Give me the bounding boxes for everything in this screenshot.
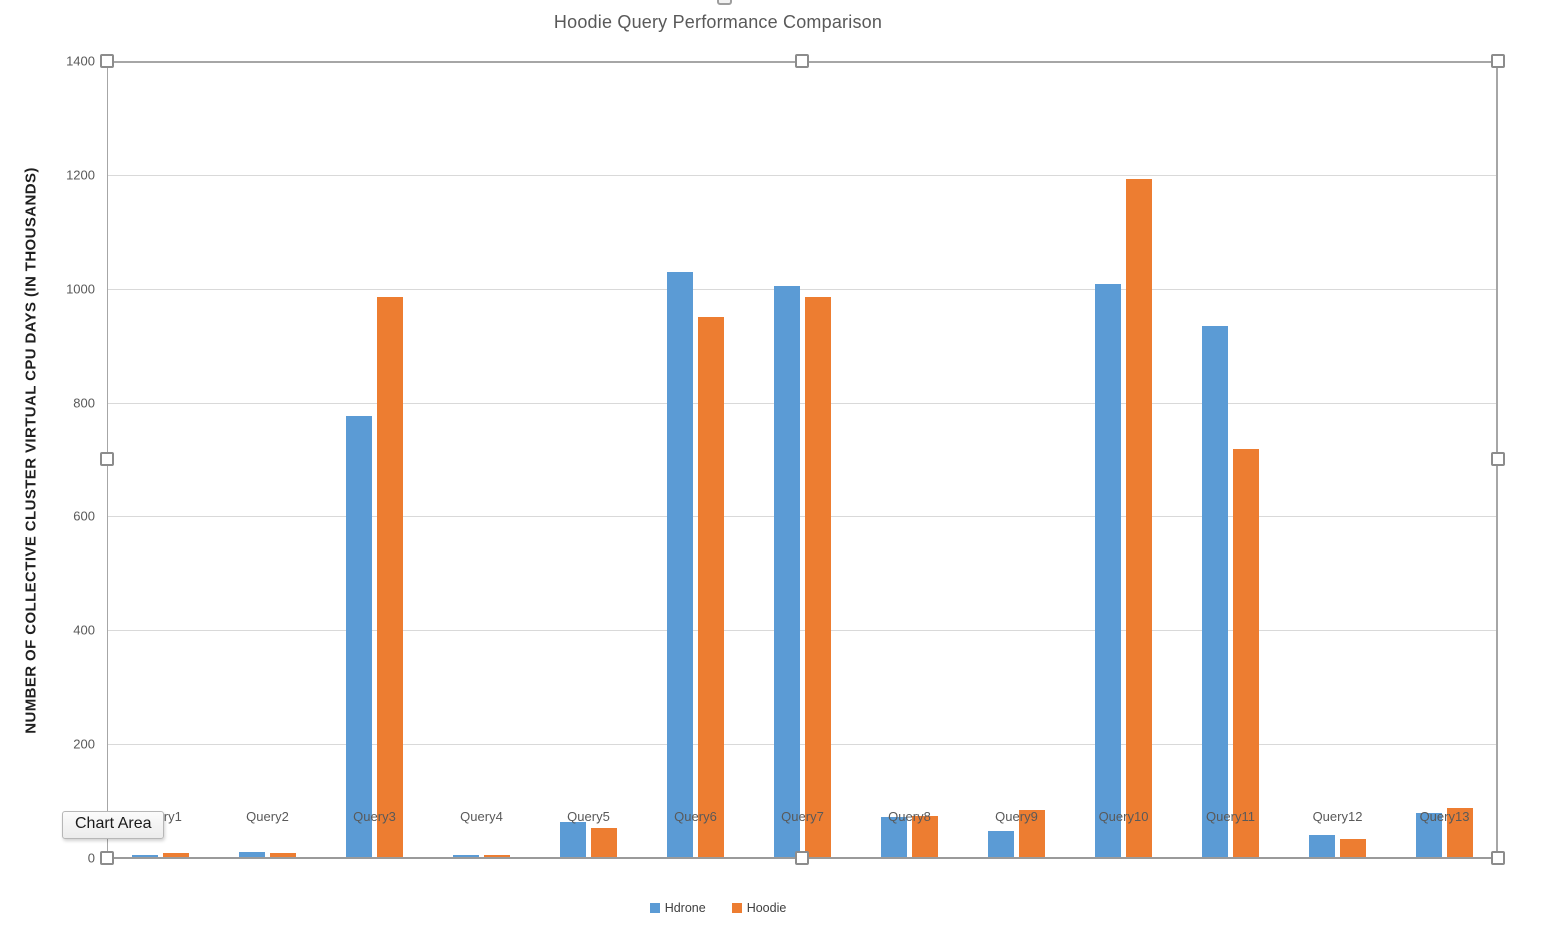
plot-area[interactable]: 0 200 400 600 800 1000 1200 1400 xyxy=(66,54,1499,866)
legend-item-hoodie[interactable]: Hoodie xyxy=(731,901,787,915)
bar-hoodie-query13[interactable] xyxy=(1447,807,1473,858)
x-category-label-query9[interactable]: Query9 xyxy=(995,809,1038,824)
bar-hoodie-query4[interactable] xyxy=(484,854,510,858)
bar-hdrone-query5[interactable] xyxy=(560,822,586,858)
gridline-400 xyxy=(107,630,1498,632)
bar-hdrone-query8[interactable] xyxy=(881,817,907,858)
x-category-label-query2[interactable]: Query2 xyxy=(246,809,289,824)
legend-swatch-hoodie xyxy=(731,903,742,913)
y-tick-label-0: 0 xyxy=(87,850,95,866)
selection-handle-mid-right[interactable] xyxy=(1491,452,1505,466)
selection-handle-top-left[interactable] xyxy=(100,54,114,68)
bar-hdrone-query4[interactable] xyxy=(453,855,479,858)
bar-hoodie-query10[interactable] xyxy=(1126,178,1152,858)
bar-hoodie-query8[interactable] xyxy=(912,816,938,858)
bar-hoodie-query12[interactable] xyxy=(1340,839,1366,858)
chart-title[interactable]: Hoodie Query Performance Comparison xyxy=(553,12,883,32)
x-category-label-query13[interactable]: Query13 xyxy=(1419,809,1470,824)
bar-hdrone-query9[interactable] xyxy=(988,830,1014,858)
y-tick-label-200: 200 xyxy=(73,736,95,752)
legend-swatch-hdrone xyxy=(649,903,660,913)
selection-handle-top-right[interactable] xyxy=(1491,54,1505,68)
selection-handle-bottom-right[interactable] xyxy=(1491,851,1505,865)
x-category-label-query5[interactable]: Query5 xyxy=(567,809,610,824)
y-tick-label-1200: 1200 xyxy=(66,167,95,183)
chart-area-tooltip: Chart Area xyxy=(62,811,165,839)
x-category-label-query3[interactable]: Query3 xyxy=(353,809,396,824)
x-category-label-query12[interactable]: Query12 xyxy=(1312,809,1363,824)
selection-handle-mid-left[interactable] xyxy=(100,452,114,466)
clipped-selection-handle-top[interactable] xyxy=(717,0,732,5)
y-tick-label-600: 600 xyxy=(73,508,95,524)
gridline-1000 xyxy=(107,288,1498,290)
bar-hoodie-query7[interactable] xyxy=(805,297,831,858)
bar-hdrone-query7[interactable] xyxy=(774,285,800,858)
selection-handle-bottom-left[interactable] xyxy=(100,851,114,865)
bar-hdrone-query6[interactable] xyxy=(667,271,693,858)
bar-hoodie-query9[interactable] xyxy=(1019,809,1045,858)
bar-hoodie-query1[interactable] xyxy=(163,852,189,858)
x-category-label-query7[interactable]: Query7 xyxy=(781,809,824,824)
bar-hdrone-query3[interactable] xyxy=(346,415,372,858)
bar-hoodie-query3[interactable] xyxy=(377,297,403,858)
legend-label-hdrone: Hdrone xyxy=(664,901,706,915)
x-category-label-query10[interactable]: Query10 xyxy=(1098,809,1149,824)
x-category-label-query4[interactable]: Query4 xyxy=(460,809,503,824)
bar-hoodie-query6[interactable] xyxy=(698,317,724,858)
y-tick-label-1400: 1400 xyxy=(66,53,95,69)
legend-item-hdrone[interactable]: Hdrone xyxy=(649,901,706,915)
bar-hdrone-query13[interactable] xyxy=(1416,813,1442,858)
selection-handle-top-center[interactable] xyxy=(795,54,809,68)
bar-hdrone-query12[interactable] xyxy=(1309,834,1335,858)
gridline-200 xyxy=(107,744,1498,746)
chart-legend[interactable]: Hdrone Hoodie xyxy=(0,901,1436,915)
bar-hdrone-query2[interactable] xyxy=(239,852,265,858)
bar-hoodie-query5[interactable] xyxy=(591,828,617,858)
gridline-600 xyxy=(107,516,1498,518)
bar-hdrone-query1[interactable] xyxy=(132,855,158,858)
bar-hdrone-query11[interactable] xyxy=(1202,325,1228,858)
y-axis-title[interactable]: NUMBER OF COLLECTIVE CLUSTER VIRTUAL CPU… xyxy=(22,167,40,734)
y-tick-label-1000: 1000 xyxy=(66,281,95,297)
x-category-label-query8[interactable]: Query8 xyxy=(888,809,931,824)
gridline-800 xyxy=(107,402,1498,404)
bar-hoodie-query11[interactable] xyxy=(1233,449,1259,858)
y-tick-label-400: 400 xyxy=(73,622,95,638)
x-category-label-query11[interactable]: Query11 xyxy=(1206,809,1255,824)
gridline-1200 xyxy=(107,174,1498,176)
x-category-label-query6[interactable]: Query6 xyxy=(674,809,717,824)
y-tick-label-800: 800 xyxy=(73,395,95,411)
selection-handle-bottom-center[interactable] xyxy=(795,851,809,865)
legend-label-hoodie: Hoodie xyxy=(746,901,787,915)
bar-hdrone-query10[interactable] xyxy=(1095,284,1121,858)
bar-hoodie-query2[interactable] xyxy=(270,852,296,858)
